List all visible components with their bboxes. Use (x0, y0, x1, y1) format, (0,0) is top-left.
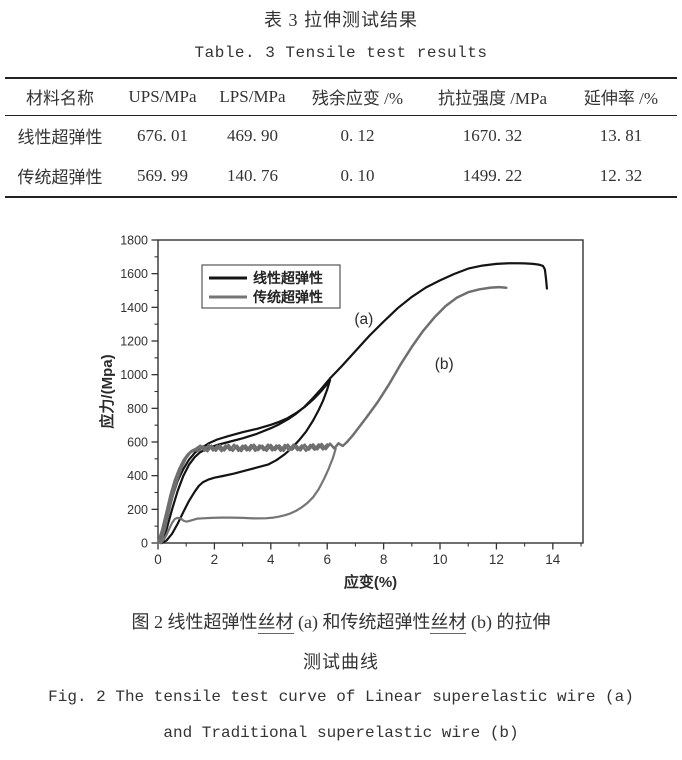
col-header-ups: UPS/MPa (115, 78, 210, 116)
legend-label: 线性超弹性 (253, 270, 323, 287)
figure-caption-en-line2: and Traditional superelastic wire (b) (163, 724, 519, 742)
curve-annotation: (a) (354, 311, 373, 328)
x-tick-label: 6 (323, 552, 331, 567)
y-tick-label: 1400 (120, 301, 148, 315)
col-header-material: 材料名称 (5, 78, 115, 116)
series-curve (159, 285, 508, 545)
y-tick-label: 800 (127, 402, 148, 416)
x-tick-label: 0 (154, 552, 162, 567)
col-header-elongation: 延伸率 /% (565, 78, 677, 116)
col-header-residual-strain: 残余应变 /% (295, 78, 420, 116)
x-tick-label: 4 (267, 552, 275, 567)
legend-label: 传统超弹性 (252, 289, 323, 306)
x-tick-label: 12 (489, 552, 504, 567)
series-curve (159, 447, 337, 545)
y-tick-label: 1000 (120, 368, 148, 382)
cell-tensile-strength: 1670. 32 (462, 125, 523, 145)
cell-material: 线性超弹性 (17, 128, 103, 147)
y-tick-label: 1200 (120, 335, 148, 349)
tensile-test-chart: 0 2 4 6 8 10 12 14 0 200 400 600 800 1000 1200 1400 1600… (0, 220, 682, 605)
cell-material: 传统超弹性 (17, 168, 103, 187)
y-tick-label: 600 (127, 436, 148, 450)
cell-lps: 140. 76 (227, 165, 278, 185)
legend-box (201, 264, 341, 309)
caption-segment-underlined: 丝材 (257, 612, 294, 634)
cell-residual-strain: 0. 12 (340, 125, 375, 145)
chart-svg: 0 2 4 6 8 10 12 14 0 200 400 600 800 1000 1200 1400 1600… (98, 234, 584, 591)
col-header-lps: LPS/MPa (210, 78, 295, 116)
table-row: 传统超弹性 569. 99 140. 76 0. 10 1499. 22 12.… (5, 156, 677, 197)
y-tick-label: 400 (127, 469, 148, 483)
caption-segment: (a) 和传统超弹性 (293, 612, 431, 632)
x-tick-label: 8 (380, 552, 388, 567)
x-tick-label: 10 (433, 552, 448, 567)
curve-annotation: (b) (435, 356, 454, 373)
caption-segment: (b) 的拉伸 (466, 612, 551, 632)
table-title-en: Table. 3 Tensile test results (194, 44, 488, 62)
table-header-row: 材料名称 UPS/MPa LPS/MPa 残余应变 /% 抗拉强度 /MPa 延… (5, 78, 677, 116)
series-curve (156, 443, 329, 545)
y-tick-label: 0 (141, 537, 148, 551)
caption-segment: 图 2 线性超弹性 (131, 612, 258, 632)
col-header-tensile-strength: 抗拉强度 /MPa (420, 78, 565, 116)
figure-caption-zh-line2: 测试曲线 (303, 652, 379, 672)
cell-residual-strain: 0. 10 (340, 165, 375, 185)
y-tick-label: 1600 (120, 267, 148, 281)
y-tick-label: 1800 (120, 234, 148, 248)
x-tick-label: 14 (545, 552, 561, 567)
cell-lps: 469. 90 (227, 125, 278, 145)
caption-segment-underlined: 丝材 (430, 612, 467, 634)
cell-elongation: 12. 32 (599, 165, 643, 185)
y-axis-title: 应力/(Mpa) (98, 354, 116, 428)
series-curve (160, 379, 332, 545)
x-tick-label: 2 (211, 552, 219, 567)
figure-caption-en-line1: Fig. 2 The tensile test curve of Linear … (48, 688, 634, 706)
cell-ups: 676. 01 (137, 125, 188, 145)
table-row: 线性超弹性 676. 01 469. 90 0. 12 1670. 32 13.… (5, 116, 677, 157)
cell-elongation: 13. 81 (599, 125, 643, 145)
cell-ups: 569. 99 (137, 165, 188, 185)
figure-caption-zh-line1: 图 2 线性超弹性丝材 (a) 和传统超弹性丝材 (b) 的拉伸 (0, 608, 682, 634)
x-axis-title: 应变(%) (344, 573, 397, 591)
tensile-results-table: 材料名称 UPS/MPa LPS/MPa 残余应变 /% 抗拉强度 /MPa 延… (5, 77, 677, 198)
series-curve (160, 262, 549, 545)
table-title-zh: 表 3 拉伸测试结果 (264, 10, 418, 30)
cell-tensile-strength: 1499. 22 (462, 165, 523, 185)
y-tick-label: 200 (127, 503, 148, 517)
